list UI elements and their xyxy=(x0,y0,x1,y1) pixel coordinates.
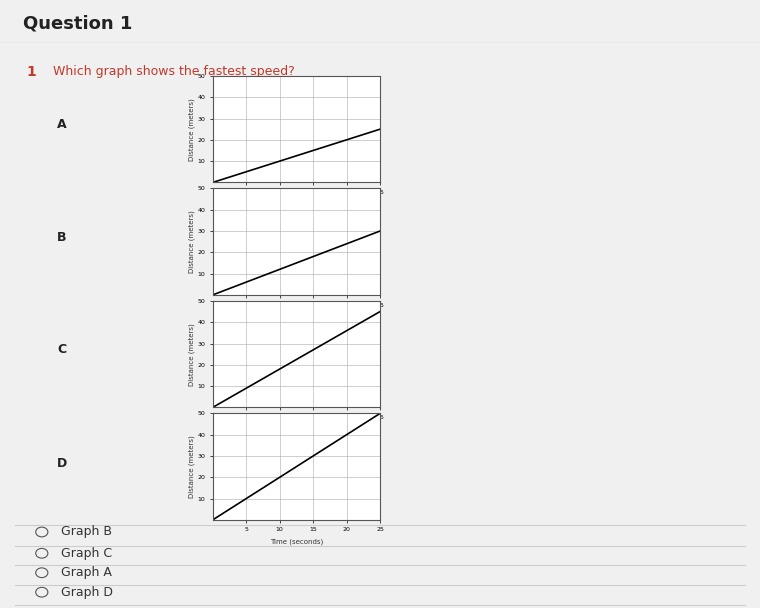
Text: 1: 1 xyxy=(27,65,36,79)
Text: Graph D: Graph D xyxy=(61,586,112,599)
X-axis label: Time (seconds): Time (seconds) xyxy=(270,313,323,320)
X-axis label: Time (seconds): Time (seconds) xyxy=(270,201,323,207)
X-axis label: Time (seconds): Time (seconds) xyxy=(270,538,323,545)
Text: Graph C: Graph C xyxy=(61,547,112,560)
Text: B: B xyxy=(57,230,67,244)
Text: Graph B: Graph B xyxy=(61,525,112,539)
Text: Graph A: Graph A xyxy=(61,566,112,579)
Text: C: C xyxy=(57,343,66,356)
Y-axis label: Distance (meters): Distance (meters) xyxy=(188,210,195,273)
Text: Which graph shows the fastest speed?: Which graph shows the fastest speed? xyxy=(53,65,295,78)
Y-axis label: Distance (meters): Distance (meters) xyxy=(188,323,195,385)
Text: Question 1: Question 1 xyxy=(23,15,132,32)
Y-axis label: Distance (meters): Distance (meters) xyxy=(188,98,195,161)
Y-axis label: Distance (meters): Distance (meters) xyxy=(188,435,195,498)
Text: D: D xyxy=(57,457,67,470)
X-axis label: Time (seconds): Time (seconds) xyxy=(270,426,323,432)
Text: A: A xyxy=(57,118,67,131)
